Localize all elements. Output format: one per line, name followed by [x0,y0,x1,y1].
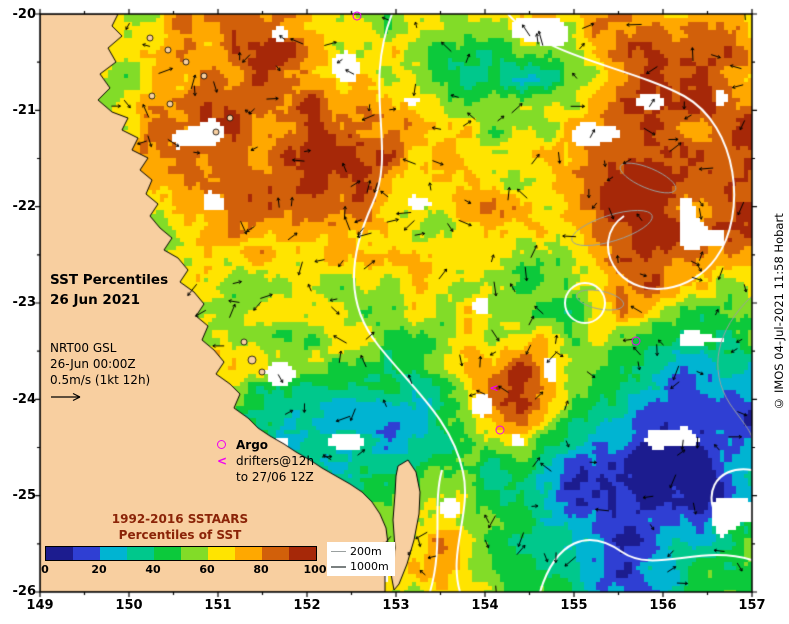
scale-arrow-icon [51,392,81,402]
colorbar-segment [181,547,208,560]
colorbar [45,546,317,561]
isobath-1000m-label: 1000m [350,560,389,573]
colorbar-title-line2: Percentiles of SST [118,528,242,542]
colorbar-title: 1992-2016 SSTAARS Percentiles of SST [45,511,315,543]
colorbar-tick-label: 80 [253,563,269,576]
colorbar-segment [100,547,127,560]
lon-tick-label: 157 [738,598,766,613]
argo-drifter-legend: Argo < drifters@12h to 27/06 12Z [214,437,314,485]
lon-tick-label: 151 [204,598,232,613]
colorbar-tick-label: 100 [303,563,327,576]
colorbar-segment [46,547,73,560]
lon-tick-label: 156 [649,598,677,613]
map-title: SST Percentiles 26 Jun 2021 [50,270,168,310]
lat-tick-label: -25 [12,488,37,503]
nrt-time-label: 26-Jun 00:00Z [50,357,136,371]
isobath-1000m-line-icon [331,565,346,568]
vector-scale-annotation: NRT00 GSL 26-Jun 00:00Z 0.5m/s (1kt 12h) [50,340,150,402]
argo-marker-icon [217,440,226,449]
colorbar-segment [154,547,181,560]
lon-tick-label: 149 [26,598,54,613]
lat-tick-label: -21 [12,103,37,118]
drifters-legend-label: drifters@12h [236,454,315,468]
colorbar-segment [73,547,100,560]
colorbar-tick-label: 0 [41,563,49,576]
lat-tick-label: -24 [12,392,37,407]
title-line1: SST Percentiles [50,272,169,288]
nrt-model-label: NRT00 GSL [50,341,117,355]
colorbar-segment [262,547,289,560]
title-date: 26 Jun 2021 [50,292,141,308]
isobath-legend: 200m 1000m [327,542,395,576]
colorbar-title-line1: 1992-2016 SSTAARS [111,512,249,526]
lat-tick-label: -22 [12,199,37,214]
lat-tick-label: -20 [12,7,37,22]
colorbar-segment [289,547,316,560]
colorbar-segment [235,547,262,560]
colorbar-tick-label: 40 [145,563,161,576]
colorbar-segment [208,547,235,560]
isobath-200m-line-icon [331,551,346,552]
drifter-marker-icon: < [217,454,228,468]
isobath-200m-label: 200m [350,545,382,558]
lon-tick-label: 154 [471,598,499,613]
drifters-until-label: to 27/06 12Z [236,470,314,484]
lon-tick-label: 152 [293,598,321,613]
lat-tick-label: -26 [12,584,37,599]
credit-text: © IMOS 04-Jul-2021 11:58 Hobart [772,213,786,411]
lat-tick-label: -23 [12,295,37,310]
colorbar-segment [127,547,154,560]
lon-tick-label: 150 [115,598,143,613]
colorbar-tick-label: 60 [199,563,215,576]
colorbar-tick-label: 20 [91,563,107,576]
lon-tick-label: 155 [560,598,588,613]
argo-legend-label: Argo [236,438,269,452]
lon-tick-label: 153 [382,598,410,613]
nrt-scale-label: 0.5m/s (1kt 12h) [50,373,151,387]
